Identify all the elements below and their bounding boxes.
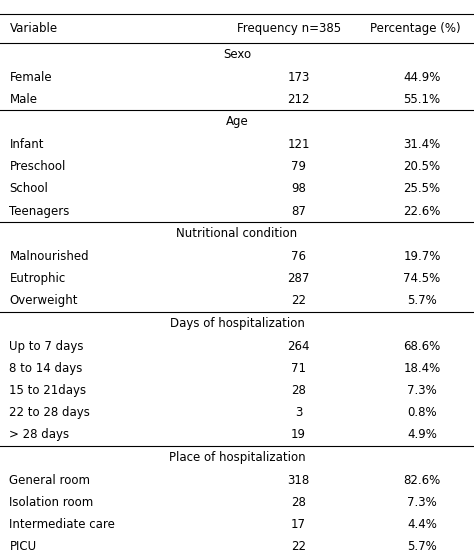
Text: 318: 318 <box>288 474 310 487</box>
Text: 25.5%: 25.5% <box>403 182 440 196</box>
Text: PICU: PICU <box>9 540 36 553</box>
Text: 7.3%: 7.3% <box>407 384 437 397</box>
Text: Teenagers: Teenagers <box>9 204 70 218</box>
Text: 74.5%: 74.5% <box>403 272 440 285</box>
Text: 79: 79 <box>291 160 306 173</box>
Text: 3: 3 <box>295 406 302 419</box>
Text: 22 to 28 days: 22 to 28 days <box>9 406 91 419</box>
Text: General room: General room <box>9 474 91 487</box>
Text: 82.6%: 82.6% <box>403 474 440 487</box>
Text: Days of hospitalization: Days of hospitalization <box>170 317 304 330</box>
Text: 98: 98 <box>291 182 306 196</box>
Text: 264: 264 <box>287 340 310 353</box>
Text: 7.3%: 7.3% <box>407 496 437 509</box>
Text: 8 to 14 days: 8 to 14 days <box>9 362 83 375</box>
Text: 15 to 21days: 15 to 21days <box>9 384 87 397</box>
Text: Malnourished: Malnourished <box>9 250 89 263</box>
Text: Place of hospitalization: Place of hospitalization <box>169 451 305 464</box>
Text: > 28 days: > 28 days <box>9 428 70 442</box>
Text: Overweight: Overweight <box>9 294 78 307</box>
Text: 28: 28 <box>291 384 306 397</box>
Text: 22: 22 <box>291 294 306 307</box>
Text: 20.5%: 20.5% <box>403 160 440 173</box>
Text: Up to 7 days: Up to 7 days <box>9 340 84 353</box>
Text: 71: 71 <box>291 362 306 375</box>
Text: 4.4%: 4.4% <box>407 518 437 531</box>
Text: Female: Female <box>9 70 52 84</box>
Text: Preschool: Preschool <box>9 160 66 173</box>
Text: 68.6%: 68.6% <box>403 340 440 353</box>
Text: 31.4%: 31.4% <box>403 138 440 151</box>
Text: Intermediate care: Intermediate care <box>9 518 115 531</box>
Text: Nutritional condition: Nutritional condition <box>176 227 298 240</box>
Text: 87: 87 <box>291 204 306 218</box>
Text: 17: 17 <box>291 518 306 531</box>
Text: 287: 287 <box>287 272 310 285</box>
Text: 18.4%: 18.4% <box>403 362 440 375</box>
Text: Age: Age <box>226 115 248 129</box>
Text: 44.9%: 44.9% <box>403 70 440 84</box>
Text: 121: 121 <box>287 138 310 151</box>
Text: 19: 19 <box>291 428 306 442</box>
Text: 5.7%: 5.7% <box>407 540 437 553</box>
Text: 212: 212 <box>287 93 310 106</box>
Text: 0.8%: 0.8% <box>407 406 437 419</box>
Text: 22.6%: 22.6% <box>403 204 440 218</box>
Text: School: School <box>9 182 48 196</box>
Text: Isolation room: Isolation room <box>9 496 94 509</box>
Text: Eutrophic: Eutrophic <box>9 272 66 285</box>
Text: 5.7%: 5.7% <box>407 294 437 307</box>
Text: 22: 22 <box>291 540 306 553</box>
Text: Infant: Infant <box>9 138 44 151</box>
Text: Frequency n=385: Frequency n=385 <box>237 22 341 35</box>
Text: Percentage (%): Percentage (%) <box>370 22 460 35</box>
Text: 28: 28 <box>291 496 306 509</box>
Text: 4.9%: 4.9% <box>407 428 437 442</box>
Text: 55.1%: 55.1% <box>403 93 440 106</box>
Text: 19.7%: 19.7% <box>403 250 440 263</box>
Text: 76: 76 <box>291 250 306 263</box>
Text: Male: Male <box>9 93 37 106</box>
Text: Sexo: Sexo <box>223 48 251 61</box>
Text: 173: 173 <box>287 70 310 84</box>
Text: Variable: Variable <box>9 22 58 35</box>
